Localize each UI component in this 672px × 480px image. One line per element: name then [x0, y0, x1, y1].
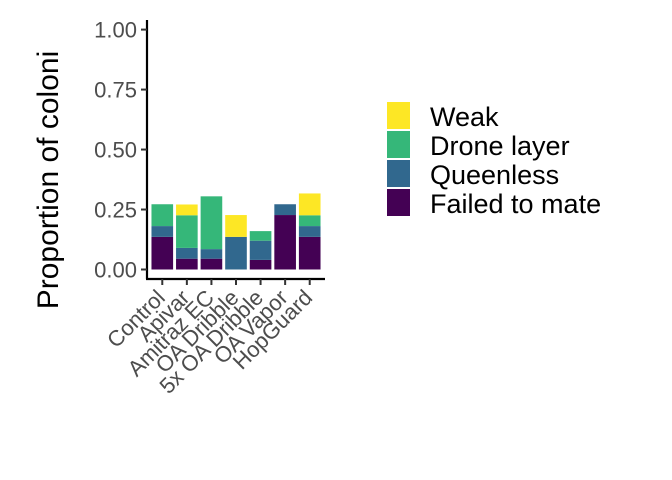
- legend-label: Queenless: [430, 160, 559, 190]
- bar-apivar-failed-to-mate: [176, 258, 198, 270]
- bar-amitraz-ec-queenless: [200, 249, 223, 259]
- bars-group: [151, 193, 321, 270]
- bar-control-queenless: [151, 226, 174, 237]
- bar-5x-oa-dribble-failed-to-mate: [249, 259, 272, 270]
- legend-key-failed-to-mate: [387, 189, 410, 216]
- bar-control-drone-layer: [151, 204, 174, 227]
- bar-apivar-weak: [176, 204, 198, 216]
- bar-oa-vapor-failed-to-mate: [274, 215, 296, 270]
- legend-key-weak: [387, 102, 410, 129]
- bar-hopguard-queenless: [298, 226, 321, 237]
- y-tick-label: 0.75: [94, 78, 137, 103]
- y-tick-label: 1.00: [94, 18, 137, 43]
- bar-hopguard-failed-to-mate: [298, 236, 321, 270]
- legend-key-drone-layer: [387, 131, 410, 158]
- bar-control-failed-to-mate: [151, 236, 174, 270]
- legend-label: Weak: [430, 102, 499, 132]
- legend-label: Failed to mate: [430, 189, 601, 219]
- bar-5x-oa-dribble-drone-layer: [249, 231, 272, 241]
- bar-oa-vapor-queenless: [274, 204, 296, 216]
- y-tick-label: 0.00: [94, 258, 137, 283]
- bar-hopguard-weak: [298, 193, 321, 216]
- bar-amitraz-ec-drone-layer: [200, 196, 223, 250]
- y-axis-label: Proportion of coloni: [32, 51, 65, 310]
- bar-amitraz-ec-failed-to-mate: [200, 258, 223, 270]
- legend-key-queenless: [387, 160, 410, 187]
- y-tick-label: 0.50: [94, 138, 137, 163]
- bar-5x-oa-dribble-queenless: [249, 240, 272, 260]
- legend-label: Drone layer: [430, 131, 570, 161]
- bar-oa-dribble-weak: [225, 215, 247, 237]
- y-ticks-group: 0.00 0.25 0.50 0.75 1.00: [94, 18, 147, 283]
- bar-apivar-queenless: [176, 247, 198, 259]
- bar-hopguard-drone-layer: [298, 215, 321, 227]
- y-tick-label: 0.25: [94, 198, 137, 223]
- bar-apivar-drone-layer: [176, 215, 198, 248]
- bar-oa-dribble-queenless: [225, 236, 247, 270]
